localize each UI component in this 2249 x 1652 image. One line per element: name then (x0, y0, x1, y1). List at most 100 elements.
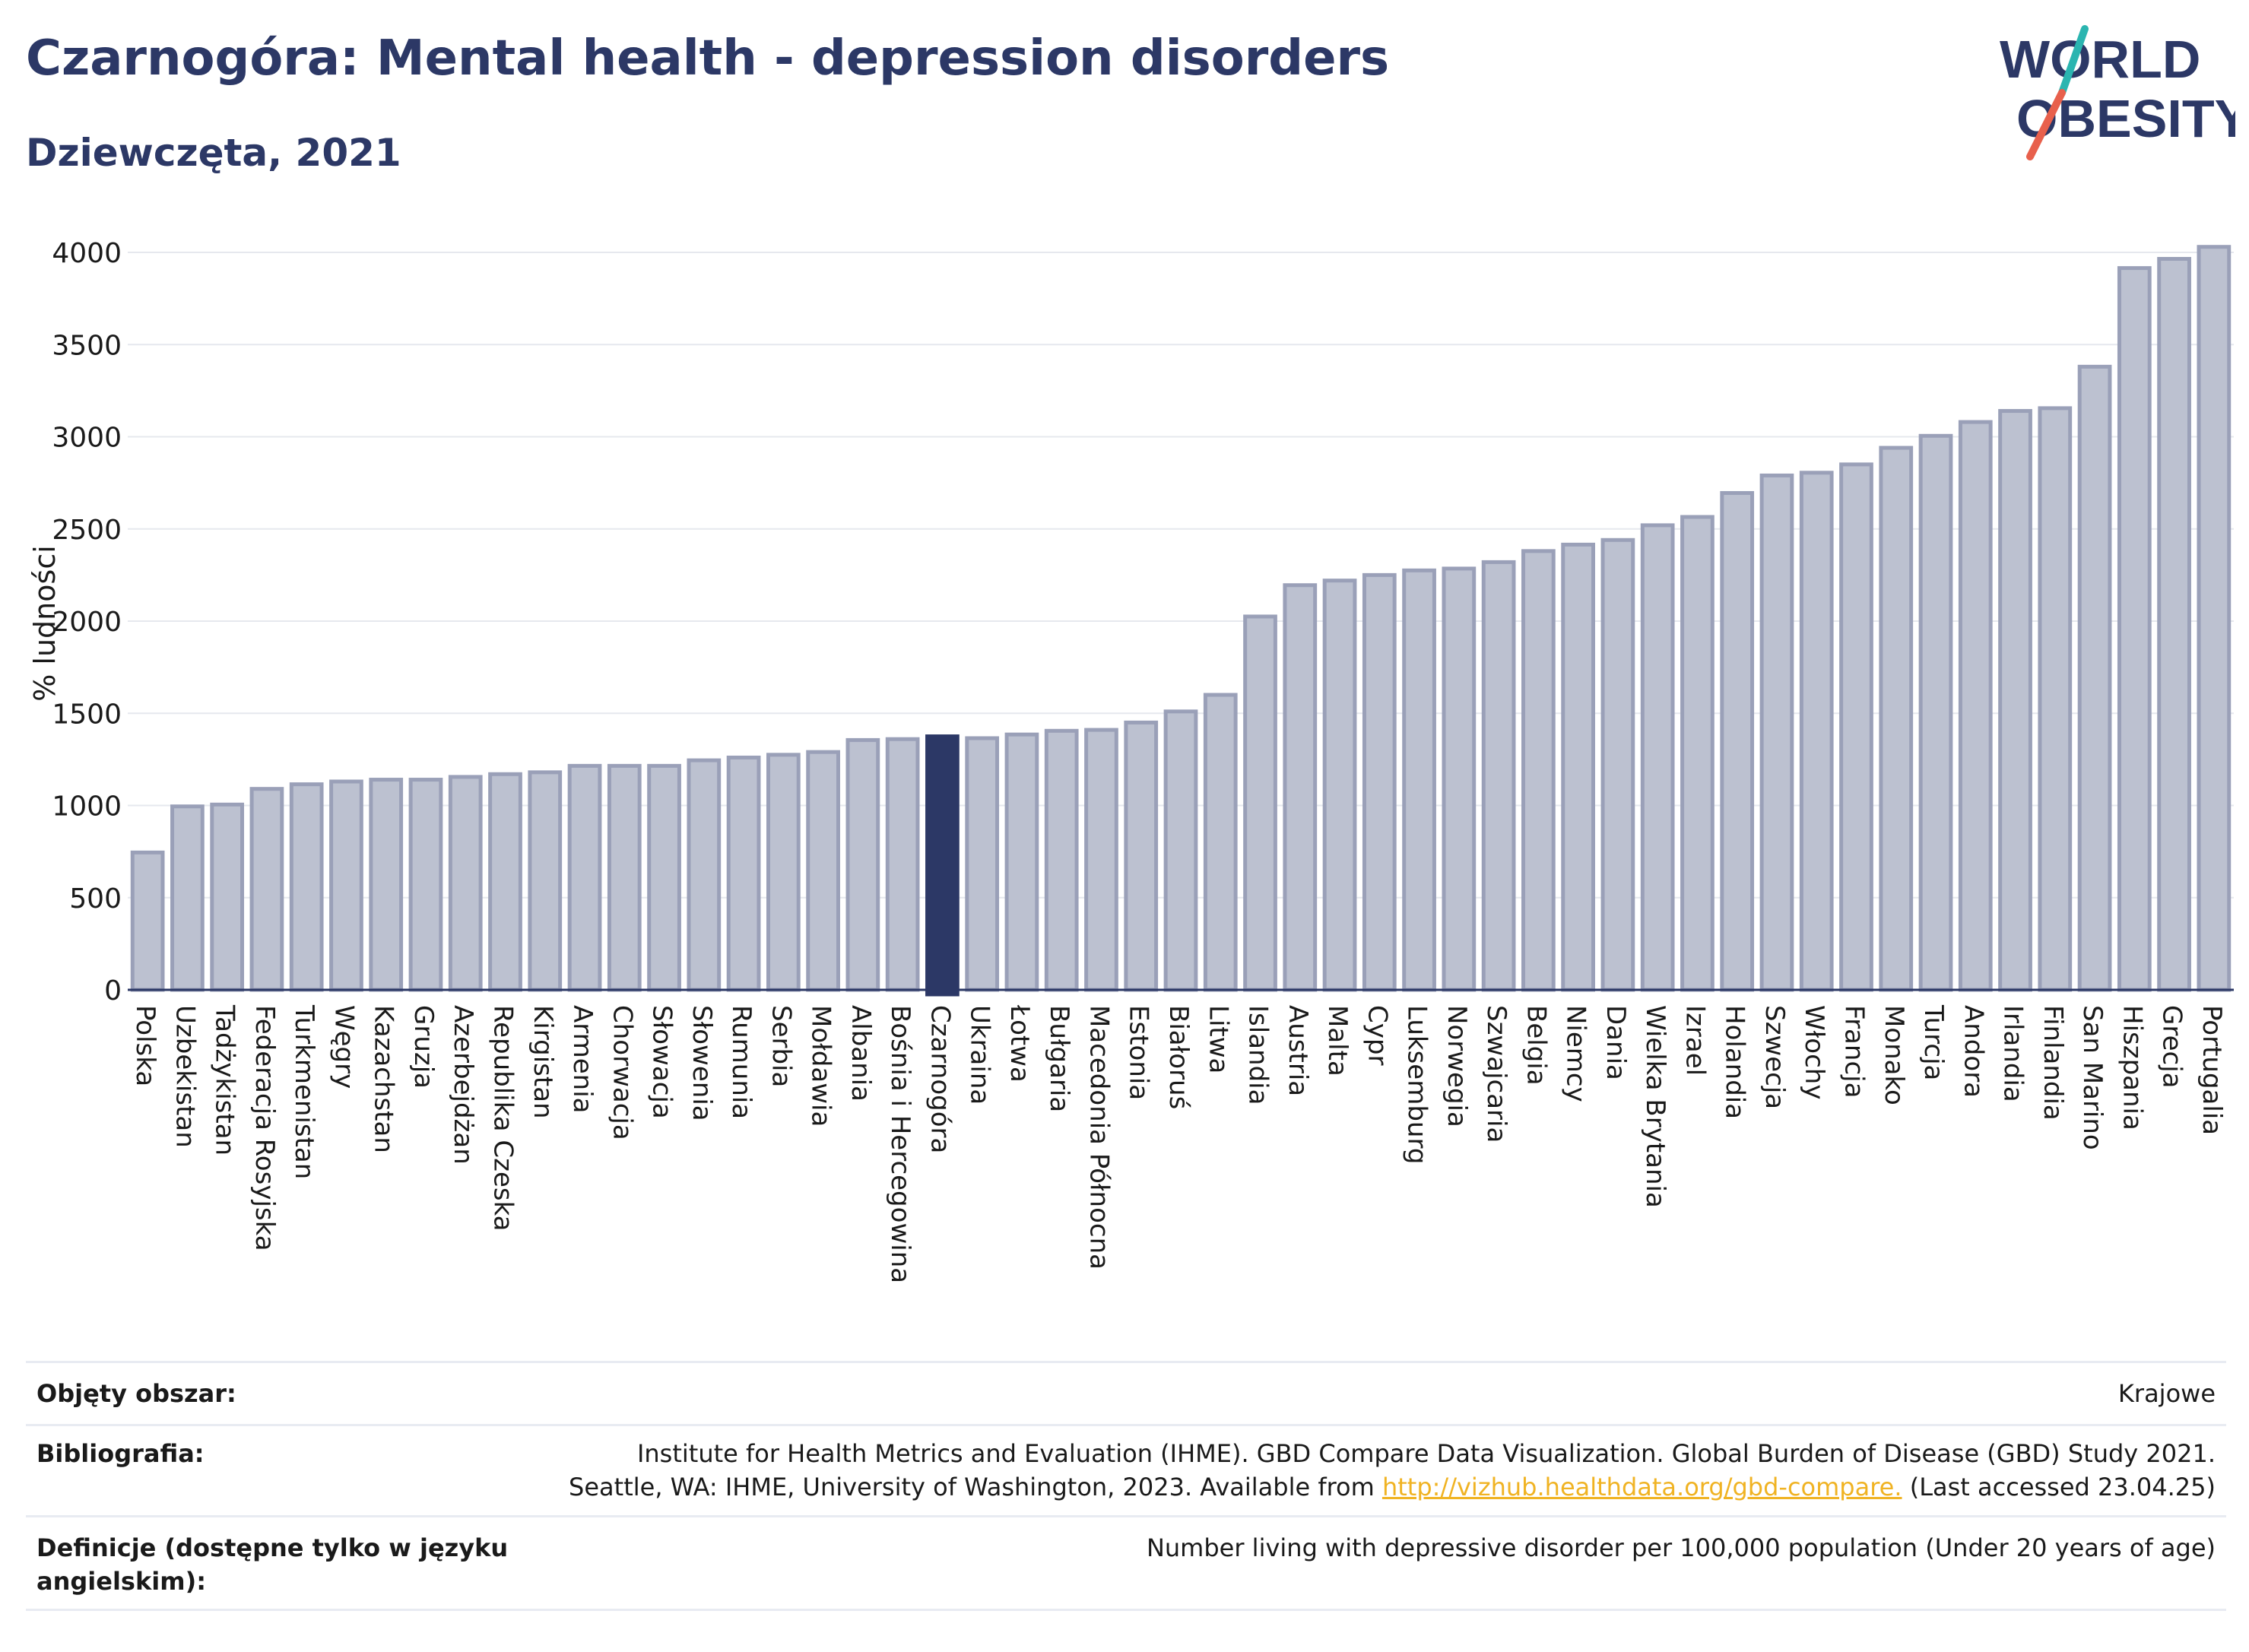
bar-16 (766, 753, 801, 992)
x-tick-label: Federacja Rosyjska (249, 1005, 280, 1251)
y-tick-label: 3500 (52, 330, 122, 361)
bar-28 (1243, 614, 1277, 992)
x-tick-label: Szwajcaria (1481, 1005, 1511, 1143)
x-tick-label: Hiszpania (2117, 1005, 2147, 1130)
bar-51 (2157, 256, 2191, 992)
x-tick-label: Cypr (1362, 1005, 1392, 1065)
x-tick-label: Norwegia (1442, 1005, 1472, 1127)
x-tick-label: Mołdawia (806, 1005, 836, 1127)
bar-5 (329, 779, 363, 992)
bar-47 (1998, 409, 2032, 992)
x-tick-label: Tadżykistan (210, 1004, 240, 1156)
bar-17 (806, 750, 840, 992)
bar-19 (885, 737, 920, 992)
bar-42 (1799, 471, 1834, 992)
bar-49 (2077, 364, 2112, 992)
x-tick-label: Monako (1879, 1005, 1909, 1105)
x-tick-label: San Marino (2077, 1005, 2108, 1150)
area-value: Krajowe (2117, 1379, 2216, 1408)
y-tick-label: 3000 (52, 423, 122, 454)
bar-46 (1958, 420, 1993, 992)
logo-slash-teal (2058, 25, 2089, 97)
x-tick-label: Malta (1322, 1005, 1353, 1076)
x-tick-label: Uzbekistan (170, 1005, 200, 1148)
footer-table: Objęty obszar: Krajowe Bibliografia: Ins… (26, 1361, 2226, 1611)
bar-32 (1402, 568, 1436, 992)
y-tick-label: 500 (69, 883, 122, 915)
bar-48 (2038, 406, 2073, 992)
y-tick-label: 1500 (52, 699, 122, 730)
bar-25 (1124, 720, 1159, 992)
x-tick-label: Wielka Brytania (1640, 1005, 1670, 1208)
x-tick-label: Białoruś (1163, 1005, 1194, 1109)
bar-39 (1680, 515, 1715, 992)
x-tick-label: Macedonia Północna (1083, 1005, 1114, 1270)
footer-row-area: Objęty obszar: Krajowe (26, 1361, 2226, 1424)
bar-22 (1004, 732, 1039, 992)
y-tick-label: 2500 (52, 515, 122, 546)
bar-29 (1283, 583, 1318, 992)
x-tick-label: Turcja (1918, 1004, 1949, 1080)
x-tick-label: Kazachstan (369, 1005, 399, 1153)
x-tick-label: Dania (1600, 1005, 1631, 1080)
area-label: Objęty obszar: (36, 1379, 236, 1408)
y-tick-label: 1000 (52, 791, 122, 823)
bar-52 (2197, 245, 2232, 992)
bar-33 (1442, 566, 1477, 992)
bibliography-line2-pre: Seattle, WA: IHME, University of Washing… (569, 1473, 1382, 1501)
bar-35 (1521, 549, 1556, 992)
bar-13 (647, 763, 681, 992)
x-tick-label: Luksemburg (1402, 1005, 1432, 1164)
bar-24 (1084, 728, 1118, 992)
bar-11 (567, 763, 602, 992)
footer-row-definitions: Definicje (dostępne tylko w języku angie… (26, 1515, 2226, 1611)
bar-2 (210, 802, 245, 992)
bar-44 (1879, 446, 1914, 992)
x-tick-label: Rumunia (726, 1005, 757, 1119)
x-tick-label: Francja (1838, 1005, 1869, 1098)
bar-0 (130, 850, 165, 992)
x-tick-label: Słowacja (647, 1005, 677, 1119)
x-tick-label: Finlandia (2038, 1005, 2068, 1121)
bibliography-label: Bibliografia: (36, 1439, 205, 1468)
x-tick-label: Słowenia (687, 1005, 717, 1121)
chart-subtitle: Dziewczęta, 2021 (26, 131, 401, 175)
x-tick-label: Węgry (328, 1005, 359, 1089)
bar-12 (607, 763, 642, 992)
bar-14 (687, 758, 722, 992)
x-tick-label: Czarnogóra (925, 1005, 955, 1153)
bar-20 (925, 734, 960, 997)
x-tick-label: Włochy (1799, 1005, 1829, 1099)
bar-36 (1561, 542, 1596, 992)
bar-chart: 0 500 1000 1500 2000 2500 3000 3500 4000 Polska U… (28, 238, 2234, 1283)
bar-43 (1839, 462, 1873, 992)
logo-line1: WORLD (2000, 30, 2200, 89)
definitions-label: Definicje (dostępne tylko w języku angie… (36, 1533, 509, 1596)
bibliography-link[interactable]: http://vizhub.healthdata.org/gbd-compare… (1381, 1473, 1902, 1501)
x-tick-label: Portugalia (2197, 1005, 2227, 1135)
x-tick-label: Holandia (1720, 1005, 1750, 1119)
bar-30 (1322, 579, 1357, 992)
bibliography-line1: Institute for Health Metrics and Evaluat… (636, 1439, 2216, 1468)
x-tick-label: Belgia (1521, 1005, 1551, 1086)
y-tick-label: 2000 (52, 607, 122, 638)
x-tick-label: Albania (845, 1005, 876, 1102)
bar-38 (1640, 523, 1675, 992)
bibliography-line2-post: (Last accessed 23.04.25) (1902, 1473, 2216, 1501)
bar-10 (528, 770, 563, 992)
x-tick-label: Serbia (766, 1005, 796, 1087)
y-tick-label: 0 (104, 975, 122, 1007)
x-tick-label: Łotwa (1004, 1004, 1035, 1083)
chart-title: Czarnogóra: Mental health - depression d… (26, 30, 1390, 87)
x-tick-label: Izrael (1680, 1005, 1710, 1076)
bibliography-line2: Seattle, WA: IHME, University of Washing… (569, 1470, 2216, 1504)
x-tick-label: Republika Czeska (488, 1005, 519, 1232)
bar-27 (1203, 693, 1238, 992)
x-tick-label: Gruzja (408, 1005, 439, 1089)
bar-8 (448, 775, 483, 992)
logo-slash-red (2026, 89, 2066, 160)
y-axis-label: % ludności (28, 545, 62, 702)
bar-45 (1918, 433, 1953, 992)
bar-15 (726, 755, 761, 992)
bar-4 (289, 782, 324, 992)
